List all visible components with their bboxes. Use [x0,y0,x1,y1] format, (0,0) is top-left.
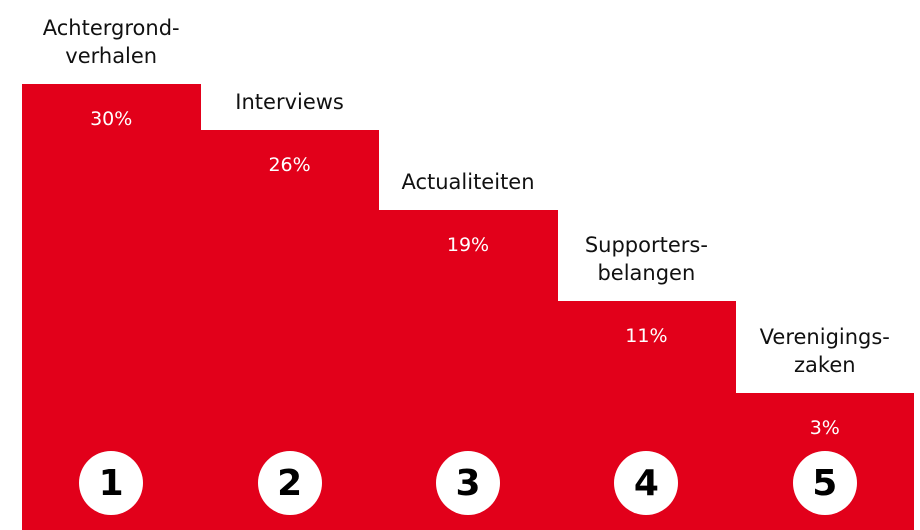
value-label: 19% [446,233,490,256]
value-label: 26% [268,153,311,176]
value-label: 30% [90,108,133,130]
category-label: Achtergrond- verhalen [42,16,180,68]
rank-badge: 2 [257,451,322,515]
rank-badge: 5 [792,451,857,515]
category-label: Supporters- belangen [584,233,708,286]
category-label: Verenigings- zaken [759,324,890,377]
category-label: Actualiteiten [401,169,535,194]
rank-badge: 4 [614,451,679,515]
rank-badge: 3 [436,451,500,515]
value-label: 3% [809,416,840,439]
category-label: Interviews [235,89,344,114]
value-label: 11% [625,325,668,348]
rank-badge: 1 [79,451,144,515]
